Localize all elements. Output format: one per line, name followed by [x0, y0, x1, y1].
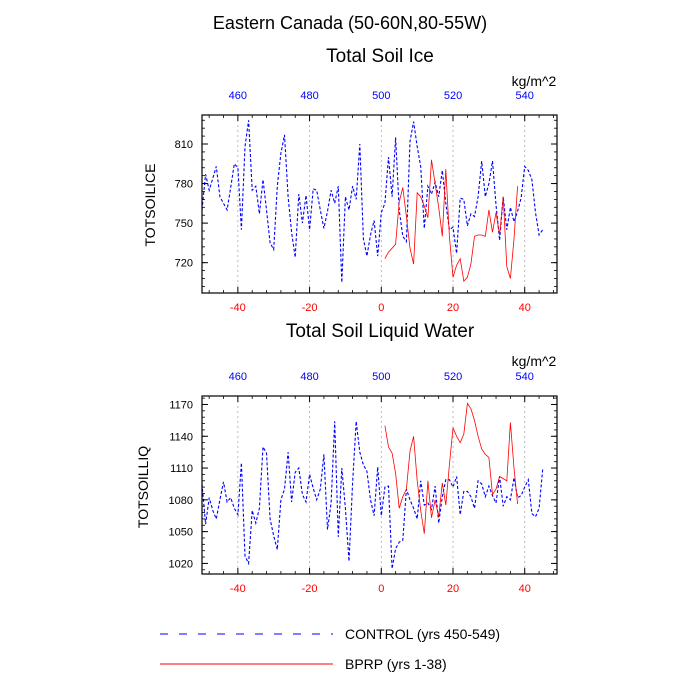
series-line-bprp — [384, 402, 518, 534]
x-tick-label-bottom: -20 — [302, 583, 318, 595]
x-tick-label-top: 540 — [516, 90, 534, 102]
y-tick-label: 810 — [175, 139, 193, 151]
x-tick-label-top: 480 — [300, 371, 318, 383]
plot-frame — [201, 114, 558, 294]
y-tick-label: 750 — [175, 218, 193, 230]
series-line-control — [201, 120, 544, 283]
x-tick-label-bottom: -40 — [230, 302, 246, 314]
x-tick-label-top: 480 — [300, 90, 318, 102]
x-tick-label-bottom: -20 — [302, 302, 318, 314]
chart-panel-total-soil-ice: Total Soil Ice kg/m^2 TOTSOILICE 720 750 7… — [142, 46, 558, 314]
x-tick-label-top: 520 — [444, 371, 462, 383]
x-tick-label-top: 540 — [516, 371, 534, 383]
y-tick-label: 720 — [175, 258, 193, 270]
y-tick-label: 1110 — [170, 463, 193, 475]
chart-title: Total Soil Ice — [326, 46, 434, 67]
x-tick-label-bottom: 0 — [378, 583, 384, 595]
x-tick-label-top: 460 — [229, 90, 247, 102]
units-label: kg/m^2 — [512, 73, 557, 89]
x-tick-label-bottom: 20 — [447, 302, 459, 314]
y-axis-label: TOTSOILICE — [142, 164, 158, 247]
x-tick-label-top: 500 — [372, 371, 390, 383]
x-tick-label-bottom: 40 — [519, 583, 531, 595]
x-tick-label-top: 520 — [444, 90, 462, 102]
x-tick-label-top: 500 — [372, 90, 390, 102]
plot-frame — [201, 395, 558, 575]
y-tick-label: 1170 — [169, 399, 193, 411]
series-line-control — [201, 421, 544, 569]
y-tick-label: 1080 — [169, 495, 193, 507]
units-label: kg/m^2 — [512, 353, 557, 369]
x-tick-label-top: 460 — [229, 371, 247, 383]
x-tick-label-bottom: 40 — [519, 302, 531, 314]
x-tick-label-bottom: 20 — [447, 583, 459, 595]
series-line-bprp — [384, 159, 518, 282]
legend: CONTROL (yrs 450-549) BPRP (yrs 1-38) — [160, 626, 500, 672]
y-tick-label: 780 — [175, 179, 193, 191]
y-tick-label: 1020 — [169, 558, 193, 570]
page-title: Eastern Canada (50-60N,80-55W) — [213, 13, 487, 33]
legend-label-bprp: BPRP (yrs 1-38) — [345, 656, 447, 672]
y-axis-label: TOTSOILLIQ — [135, 446, 151, 528]
chart-title: Total Soil Liquid Water — [286, 321, 475, 342]
chart-panel-total-soil-liquid-water: Total Soil Liquid Water kg/m^2 TOTSOILLI… — [135, 321, 558, 595]
x-tick-label-bottom: -40 — [230, 583, 246, 595]
legend-label-control: CONTROL (yrs 450-549) — [345, 626, 500, 642]
x-tick-label-bottom: 0 — [378, 302, 384, 314]
y-tick-label: 1140 — [169, 431, 193, 443]
y-tick-label: 1050 — [169, 527, 193, 539]
